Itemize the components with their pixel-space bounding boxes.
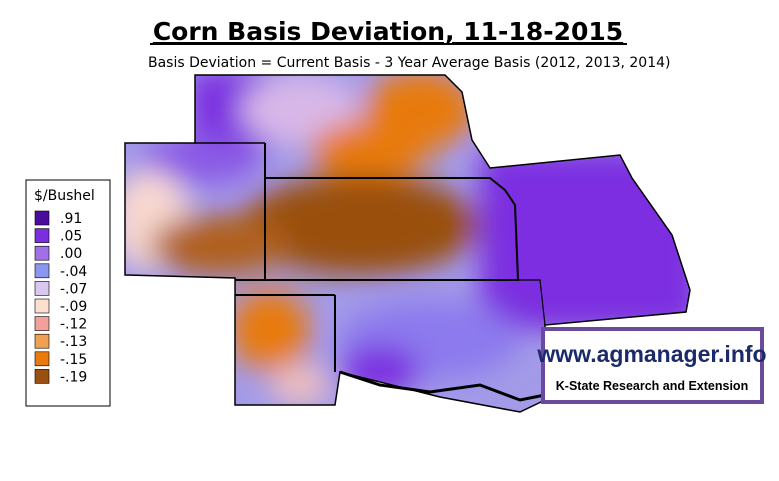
- logo-box: [541, 327, 764, 404]
- legend-label: .05: [60, 229, 82, 245]
- logo-url: www.agmanager.info: [536, 341, 766, 367]
- legend-items: .91 .05.00 -.04-.07 -.09 -.12-.13 -.15-.19: [34, 210, 87, 385]
- logo-org: K-State Research and Extension: [556, 379, 748, 393]
- legend-swatch: [34, 298, 50, 314]
- legend-label: -.19: [60, 369, 87, 385]
- legend-label: -.13: [60, 334, 87, 350]
- legend-swatch: [34, 228, 50, 243]
- legend-swatch: [34, 316, 50, 331]
- legend-swatch: [34, 263, 50, 279]
- legend-swatch: [34, 245, 50, 261]
- legend-swatch: [34, 369, 50, 384]
- legend-label: -.09: [60, 299, 87, 315]
- legend-swatch: [34, 210, 50, 226]
- legend-label: -.12: [60, 317, 87, 333]
- legend-swatch: [34, 333, 50, 349]
- legend-title: $/Bushel: [34, 188, 95, 204]
- legend-label: .91: [60, 211, 82, 227]
- legend-swatch: [34, 351, 50, 367]
- subtitle: Basis Deviation = Current Basis - 3 Year…: [148, 55, 670, 71]
- legend-label: .00: [60, 246, 82, 262]
- legend-swatch: [34, 281, 50, 296]
- legend-label: -.04: [60, 264, 87, 280]
- legend-label: -.15: [60, 352, 87, 368]
- legend-label: -.07: [60, 281, 87, 297]
- map-shading: [125, 75, 690, 405]
- title: Corn Basis Deviation, 11-18-2015: [153, 17, 623, 46]
